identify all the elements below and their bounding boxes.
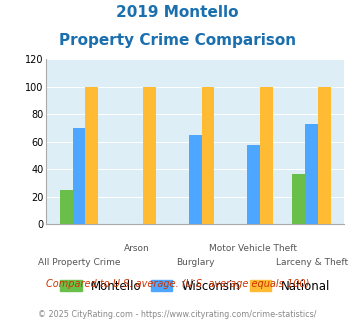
- Bar: [85, 87, 98, 224]
- Text: Compared to U.S. average. (U.S. average equals 100): Compared to U.S. average. (U.S. average …: [46, 279, 309, 289]
- Bar: [305, 124, 318, 224]
- Bar: [318, 87, 331, 224]
- Bar: [72, 128, 85, 224]
- Text: Burglary: Burglary: [176, 258, 214, 267]
- Bar: [189, 135, 202, 224]
- Text: Property Crime Comparison: Property Crime Comparison: [59, 33, 296, 48]
- Text: Motor Vehicle Theft: Motor Vehicle Theft: [209, 244, 297, 253]
- Bar: [293, 174, 305, 224]
- Text: Larceny & Theft: Larceny & Theft: [275, 258, 348, 267]
- Text: All Property Crime: All Property Crime: [38, 258, 120, 267]
- Legend: Montello, Wisconsin, National: Montello, Wisconsin, National: [60, 280, 330, 293]
- Bar: [260, 87, 273, 224]
- Bar: [247, 145, 260, 224]
- Bar: [143, 87, 156, 224]
- Text: Arson: Arson: [124, 244, 150, 253]
- Bar: [202, 87, 214, 224]
- Text: 2019 Montello: 2019 Montello: [116, 5, 239, 20]
- Bar: [60, 190, 72, 224]
- Text: © 2025 CityRating.com - https://www.cityrating.com/crime-statistics/: © 2025 CityRating.com - https://www.city…: [38, 310, 317, 319]
